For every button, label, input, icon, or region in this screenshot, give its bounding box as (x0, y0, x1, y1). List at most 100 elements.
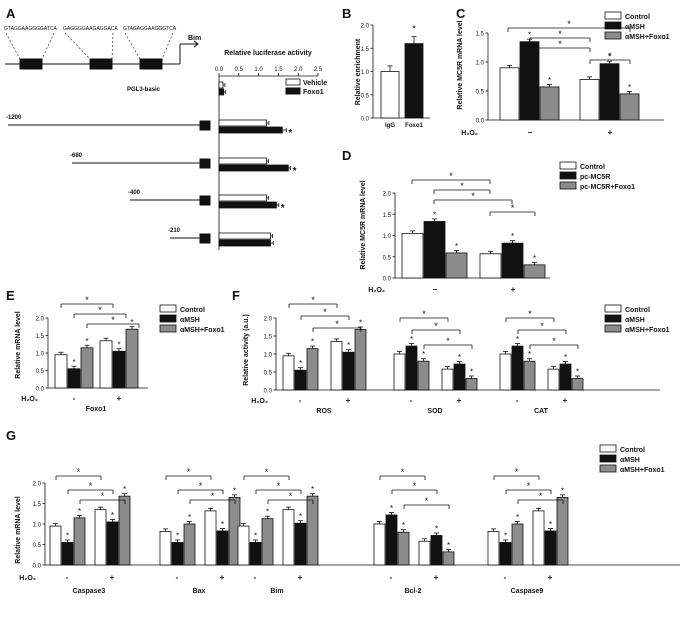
mrna-signif: * (66, 531, 69, 540)
luciferase-bar-vehicle (218, 232, 271, 240)
bracket-g15-star: * (539, 491, 543, 501)
legend-f-label: Control (625, 307, 650, 314)
mrna-signif: * (176, 531, 179, 540)
group-label: + (110, 573, 115, 582)
legend-e-swatch (159, 324, 177, 333)
activity-bar (354, 329, 367, 391)
bracket-c4-star: * (608, 51, 612, 61)
y-tick-label: 1.0 (476, 61, 485, 67)
y-tick-label: 0.0 (476, 119, 485, 125)
mc5r-bar (599, 63, 620, 121)
mc5r-d-signif: * (455, 242, 458, 251)
group-label: + (548, 573, 553, 582)
mc5r-bar (539, 86, 560, 121)
legend-e-swatch (159, 304, 177, 313)
y-tick-label: 2.0 (264, 317, 273, 323)
mc5r-d-signif: * (533, 254, 536, 263)
activity-signif: * (311, 338, 314, 347)
bracket-f3-star: * (335, 319, 339, 329)
mc5r-d-bar (423, 221, 446, 279)
y-tick-label: 0.5 (361, 93, 370, 99)
h2o2-label: H₂O₂ (251, 398, 268, 405)
bracket-g9-star: * (289, 491, 293, 501)
mrna-signif: * (390, 504, 393, 513)
motif-sequence: GTAGGAAGGGGATCA (4, 26, 58, 32)
tss-arrow (180, 40, 199, 48)
bracket-c2-star: * (558, 29, 562, 39)
group-label: - (73, 394, 76, 403)
legend-swatch-foxo1 (285, 87, 301, 95)
mrna-signif: * (299, 512, 302, 521)
mc5r-d-bar (401, 232, 424, 279)
mc5r-d-bar (445, 252, 468, 279)
bracket-g2-star: * (89, 481, 93, 491)
h2o2-label: H₂O₂ (21, 396, 38, 403)
mc5r-bar (499, 67, 520, 121)
mrna-signif: * (516, 513, 519, 522)
legend-c-swatch (604, 11, 622, 20)
bracket-d2-star: * (460, 181, 464, 191)
gene-label: Bim (270, 588, 283, 595)
mrna-signif: * (435, 524, 438, 533)
ylabel-c: Relative MC5R mRNA level (457, 20, 464, 109)
mrna-signif: * (266, 508, 269, 517)
mrna-bar (216, 530, 229, 566)
construct-label: -210 (168, 228, 181, 234)
activity-signif: * (359, 319, 362, 328)
bracket-g14-star: * (527, 481, 531, 491)
y-tick-label: 1.5 (264, 335, 273, 341)
group-label: + (298, 573, 303, 582)
motif-sequence: GTAGAGGAAGGGTCA (123, 26, 177, 32)
group-label: - (516, 396, 519, 405)
bracket-f2-star: * (323, 307, 327, 317)
foxo1-bar (67, 368, 81, 389)
y-tick-label: 2.0 (383, 192, 392, 198)
group-label: + (346, 396, 351, 405)
legend-d-swatch (559, 161, 577, 170)
activity-signif: * (422, 350, 425, 359)
bracket-g12-star: * (425, 496, 429, 506)
luciferase-bar-foxo1 (218, 164, 289, 172)
activity-bar (342, 351, 355, 391)
gene-label: Caspase3 (73, 588, 106, 595)
h2o2-label: H₂O₂ (19, 575, 36, 582)
y-tick-label: 1.0 (33, 523, 42, 529)
mrna-bar (544, 530, 557, 566)
gene-label: Bcl-2 (404, 588, 421, 595)
legend-d-swatch (559, 181, 577, 190)
mrna-bar (430, 535, 443, 566)
luciferase-bar-foxo1 (218, 201, 277, 209)
mc5r-bar (519, 41, 540, 121)
group-label: - (504, 573, 507, 582)
y-tick-label: 2.0 (36, 317, 45, 323)
mrna-bar (499, 542, 512, 566)
panel-label-A: A (6, 6, 16, 21)
group-label: − (433, 285, 438, 294)
activity-bar (453, 363, 466, 391)
y-tick-label: 0.0 (383, 277, 392, 283)
bracket-f6-star: * (446, 336, 450, 346)
group-label: - (410, 396, 413, 405)
foxo1-bar (80, 347, 94, 389)
bracket-e2-star: * (98, 305, 102, 315)
activity-signif: * (516, 335, 519, 344)
luciferase-bar-vehicle (218, 157, 267, 165)
mrna-bar (183, 523, 196, 566)
mc5r-d-bar (501, 242, 524, 279)
mrna-signif: * (233, 486, 236, 495)
luciferase-bar-foxo1 (218, 239, 271, 247)
ylabel-f: Relative activity (a.u.) (243, 314, 250, 386)
mrna-bar (418, 540, 431, 566)
y-tick-label: 0.0 (36, 387, 45, 393)
y-tick-label: 0.5 (476, 90, 485, 96)
y-tick-label: 1.0 (383, 234, 392, 240)
bracket-g6-star: * (211, 491, 215, 501)
y-tick-label: 0.0 (264, 389, 273, 395)
mrna-signif: * (111, 511, 114, 520)
activity-signif: * (347, 341, 350, 350)
legend-g-swatch (599, 444, 617, 453)
legend-f-label: αMSH (625, 317, 645, 324)
mrna-bar (159, 530, 172, 566)
bracket-g7-star: * (265, 467, 269, 477)
mrna-signif: * (254, 531, 257, 540)
